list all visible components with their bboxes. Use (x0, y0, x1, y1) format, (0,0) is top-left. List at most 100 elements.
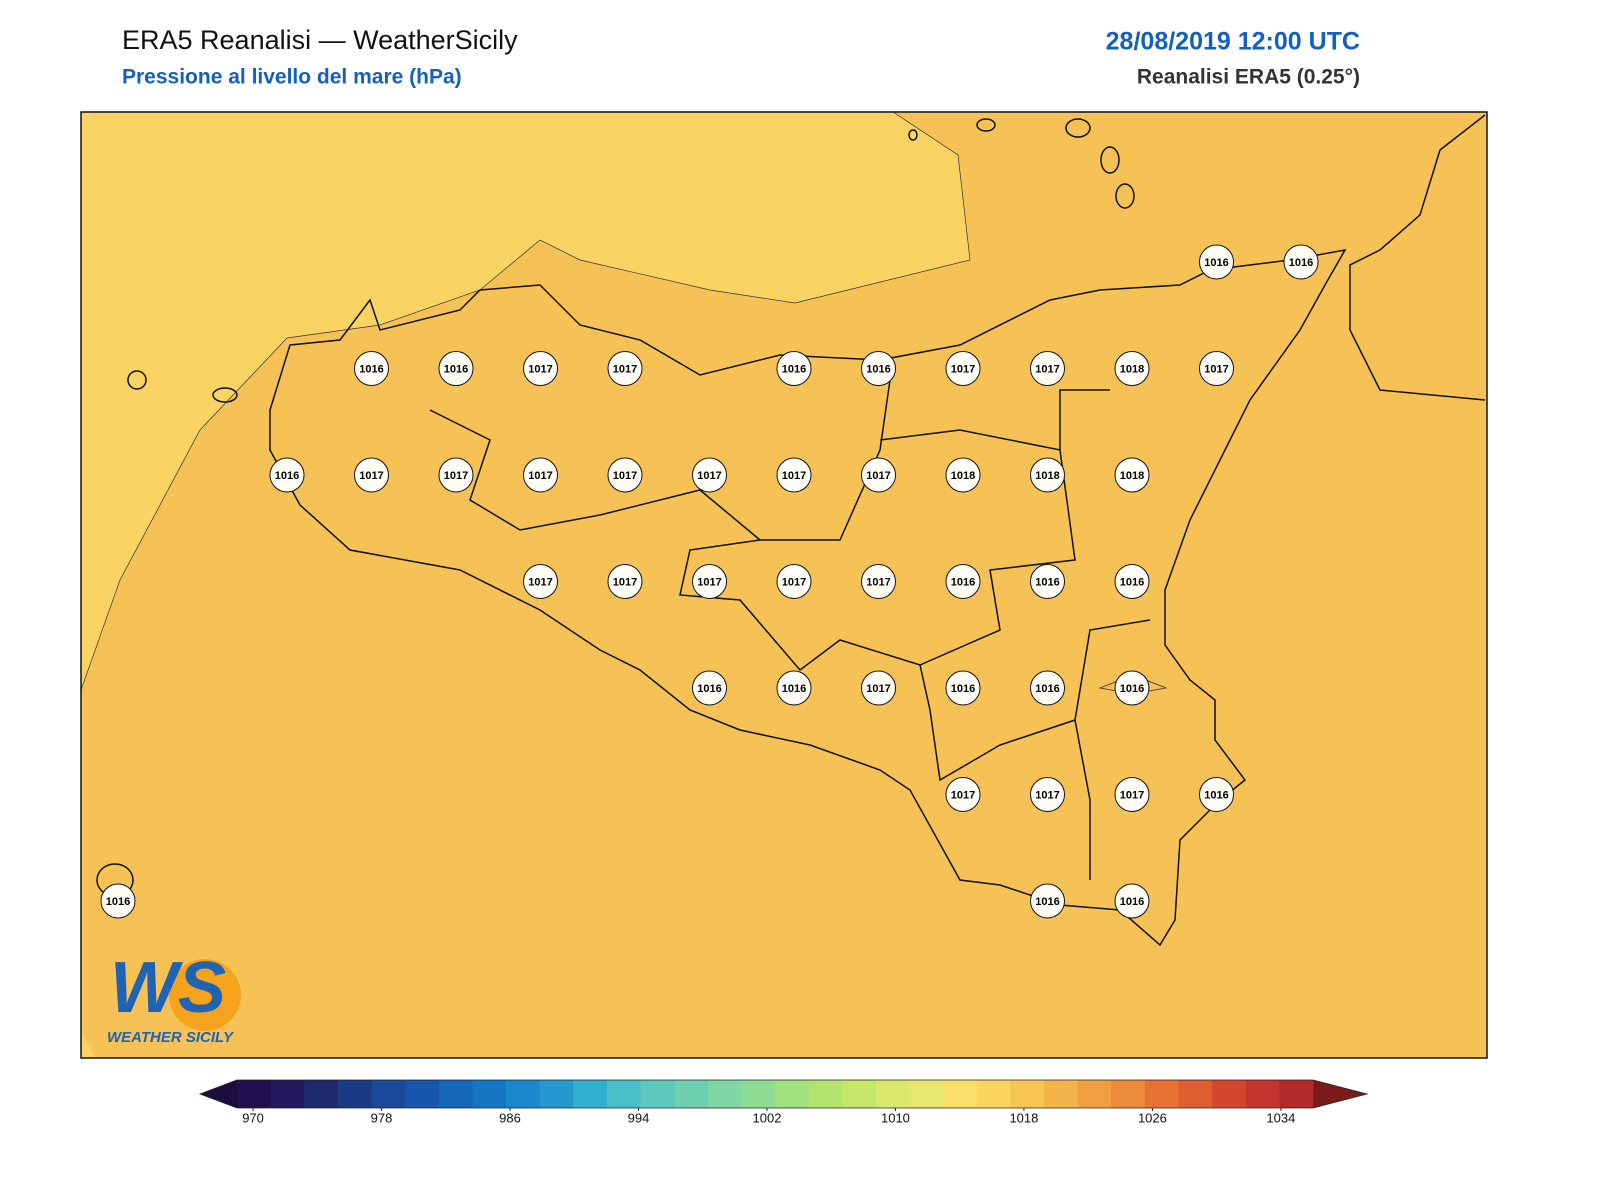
island (1065, 118, 1091, 138)
station-value: 1017 (444, 470, 468, 482)
station-marker (692, 564, 727, 599)
date: 28/08/2019 12:00 UTC (1106, 28, 1360, 56)
colorbar-segment (405, 1080, 440, 1108)
island (908, 129, 918, 141)
station-marker (1114, 351, 1150, 386)
station-marker (945, 351, 981, 386)
station-marker (607, 351, 643, 386)
station-value: 1017 (528, 363, 552, 375)
station-value: 1017 (782, 576, 806, 588)
station-marker (776, 670, 812, 706)
colorbar-tick-label: 1018 (1009, 1110, 1038, 1125)
island (127, 370, 147, 390)
colorbar-outline (198, 1079, 1369, 1109)
station-marker (1114, 777, 1150, 812)
coastline (269, 248, 1347, 947)
colorbar-segment (337, 1080, 372, 1108)
station-marker (776, 564, 812, 599)
colorbar-extension (1313, 1080, 1367, 1108)
station-marker (1199, 777, 1234, 812)
station-marker (1030, 351, 1065, 386)
colorbar-tick-label: 994 (628, 1110, 650, 1125)
station-value: 1017 (951, 789, 975, 801)
station-marker (1114, 457, 1150, 493)
colorbar-segment (270, 1080, 305, 1108)
station-marker (354, 351, 389, 386)
station-value: 1016 (1035, 896, 1059, 908)
colorbar-tick-label: 1010 (881, 1110, 910, 1125)
station-value: 1018 (1120, 470, 1144, 482)
station-value: 1017 (697, 576, 721, 588)
station-marker (945, 457, 981, 493)
station-value: 1016 (444, 363, 468, 375)
station-marker (1030, 777, 1065, 812)
station-value: 1016 (1035, 576, 1059, 588)
station-marker (692, 670, 727, 706)
station-marker (607, 457, 643, 493)
station-marker (438, 351, 474, 386)
station-value: 1017 (613, 470, 637, 482)
colorbar-segment (943, 1080, 978, 1108)
station-marker (1030, 564, 1065, 599)
colorbar-segment (1144, 1080, 1179, 1108)
station-value: 1017 (528, 576, 552, 588)
station-value: 1016 (1289, 257, 1313, 269)
province-border (429, 379, 1151, 880)
colorbar-segment (506, 1080, 541, 1108)
colorbar-segment (539, 1080, 574, 1108)
station-value: 1017 (697, 470, 721, 482)
station-marker (945, 777, 981, 812)
colorbar-segment (1279, 1080, 1314, 1108)
colorbar-segment (808, 1080, 843, 1108)
station-value: 1016 (359, 363, 383, 375)
source: Reanalisi ERA5 (0.25°) (1137, 66, 1360, 89)
station-marker (523, 457, 558, 493)
station-marker (861, 457, 896, 493)
colorbar-segment (472, 1080, 507, 1108)
pressure-field (80, 111, 971, 691)
colorbar-segment (1111, 1080, 1146, 1108)
station-value: 1017 (613, 576, 637, 588)
colorbar-segment (237, 1080, 272, 1108)
map-frame (80, 111, 1488, 1059)
station-value: 1017 (1120, 789, 1144, 801)
station-value: 1016 (1120, 896, 1144, 908)
station-value: 1016 (782, 363, 806, 375)
colorbar-tick-label: 970 (242, 1110, 264, 1125)
island (212, 387, 238, 403)
colorbar-segment (1044, 1080, 1079, 1108)
colorbar-segment (976, 1080, 1011, 1108)
station-value: 1016 (1120, 683, 1144, 695)
station-marker (1199, 351, 1234, 386)
station-value: 1017 (866, 576, 890, 588)
island (1100, 146, 1120, 174)
colorbar-segment (741, 1080, 776, 1108)
station-value: 1016 (866, 363, 890, 375)
colorbar: 970 978 986 994 1002 1010 1018 1026 1034 (198, 1079, 1369, 1125)
station-marker (776, 457, 812, 493)
station-value: 1016 (1204, 257, 1228, 269)
colorbar-tick-label: 1034 (1266, 1110, 1295, 1125)
station-marker (100, 883, 136, 919)
station-value: 1017 (866, 683, 890, 695)
colorbar-segment (1212, 1080, 1247, 1108)
station-value: 1016 (697, 683, 721, 695)
colorbar-tick-label: 986 (499, 1110, 521, 1125)
colorbar-segment (875, 1080, 910, 1108)
station-marker (607, 564, 643, 599)
station-marker (945, 670, 981, 706)
station-marker (1114, 564, 1150, 599)
station-value: 1016 (1204, 789, 1228, 801)
station-value: 1016 (106, 896, 130, 908)
colorbar-segment (909, 1080, 944, 1108)
station-marker (861, 564, 896, 599)
station-marker (1114, 883, 1150, 919)
colorbar-segment (1245, 1080, 1280, 1108)
station-value: 1018 (1035, 470, 1059, 482)
station-marker (861, 670, 896, 706)
colorbar-segment (1010, 1080, 1045, 1108)
station-value: 1017 (1204, 363, 1228, 375)
pressure-field (81, 1030, 95, 1058)
station-value: 1017 (866, 470, 890, 482)
